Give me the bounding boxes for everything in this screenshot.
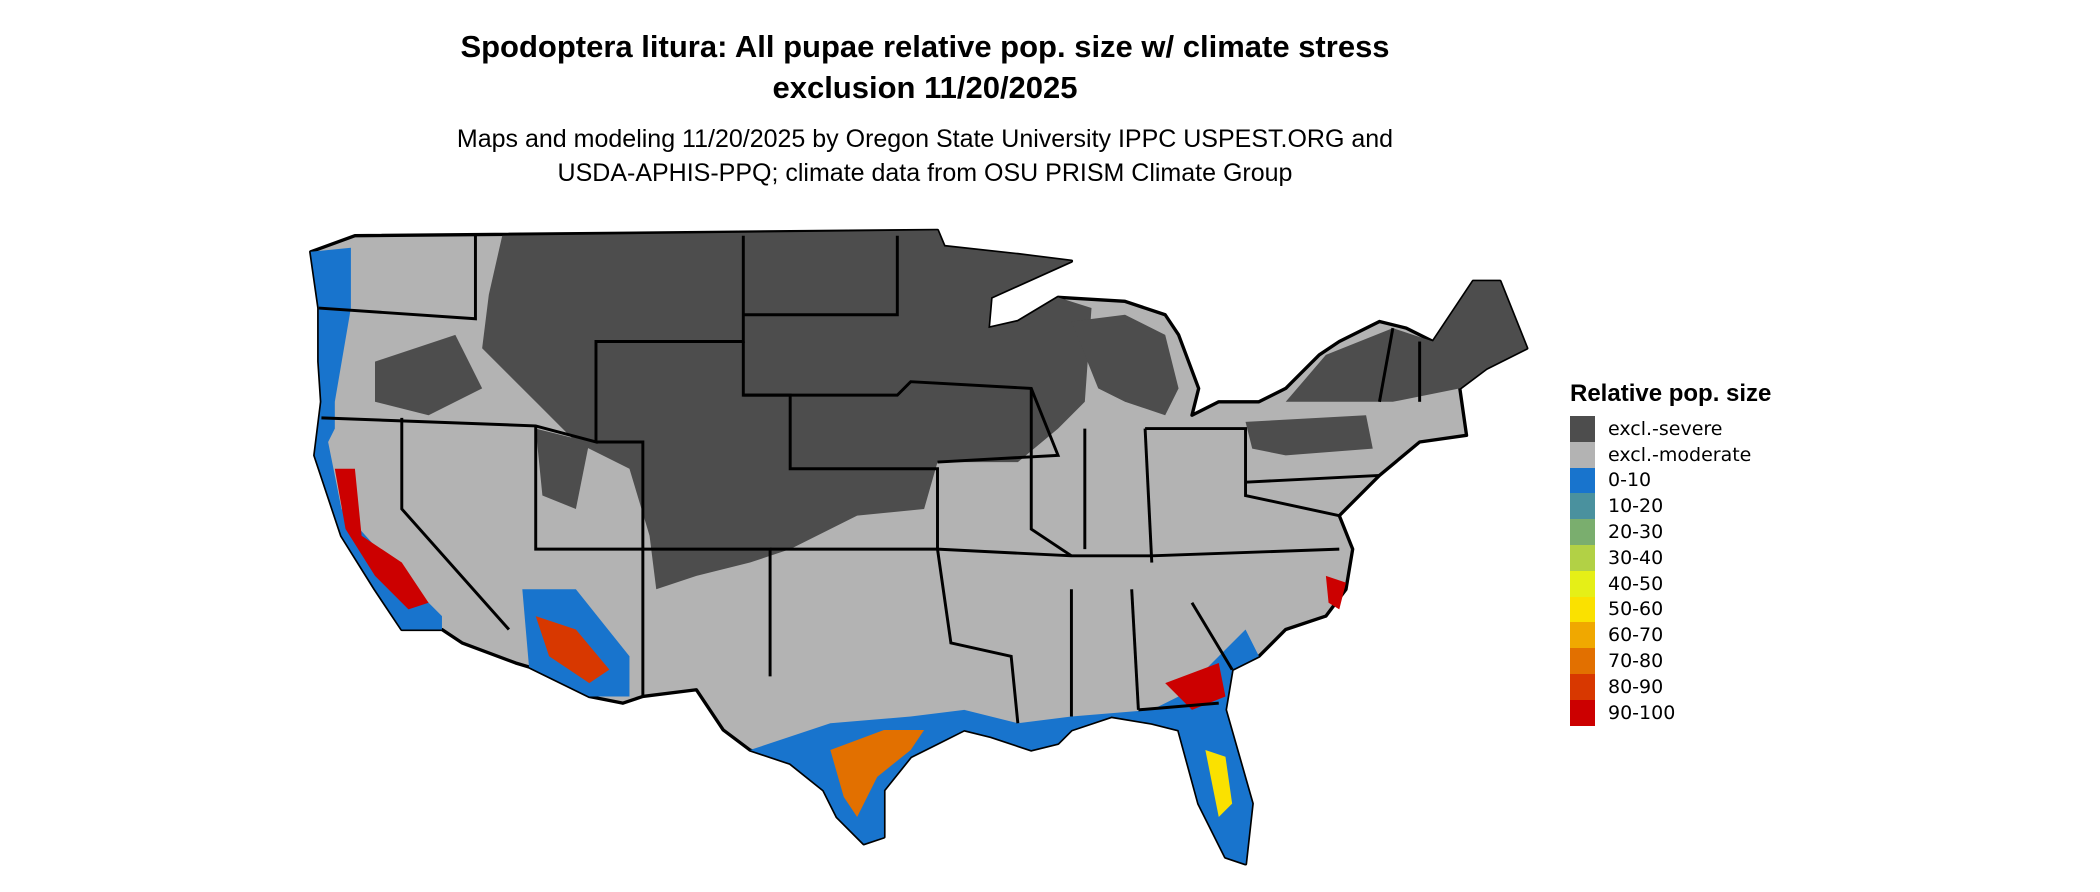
legend-label: 0-10: [1608, 469, 1652, 492]
state-boundaries: [318, 235, 1422, 724]
legend-swatch: [1570, 544, 1595, 571]
legend-swatch: [1570, 441, 1595, 468]
legend-item: 80-90: [1570, 673, 1771, 700]
legend-label: 10-20: [1608, 495, 1664, 518]
subtitle-line-1: Maps and modeling 11/20/2025 by Oregon S…: [456, 125, 1394, 153]
title-line-1: Spodoptera litura: All pupae relative po…: [460, 29, 1390, 64]
legend-item: 60-70: [1570, 622, 1771, 649]
subtitle-line-2: USDA-APHIS-PPQ; climate data from OSU PR…: [557, 159, 1293, 187]
legend-item: 10-20: [1570, 493, 1771, 520]
legend-item: 40-50: [1570, 570, 1771, 597]
legend-swatch: [1570, 699, 1595, 726]
legend-items: excl.-severe excl.-moderate 0-10 10-20 20-30…: [1570, 416, 1771, 726]
legend-swatch: [1570, 467, 1595, 494]
legend-swatch: [1570, 416, 1595, 442]
legend-label: 50-60: [1608, 598, 1664, 621]
legend-label: 20-30: [1608, 521, 1664, 544]
legend-item: 0-10: [1570, 467, 1771, 494]
legend-label: 30-40: [1608, 546, 1664, 569]
legend-item: 50-60: [1570, 596, 1771, 623]
legend-swatch: [1570, 648, 1595, 674]
legend-swatch: [1570, 596, 1595, 623]
legend-label: 40-50: [1608, 572, 1664, 595]
legend-label: excl.-moderate: [1608, 443, 1752, 466]
legend-label: 90-100: [1608, 701, 1676, 724]
legend-item: excl.-moderate: [1570, 441, 1771, 468]
legend-item: 30-40: [1570, 544, 1771, 571]
legend: Relative pop. size excl.-severe excl.-mod…: [1570, 380, 1771, 726]
legend-item: 90-100: [1570, 699, 1771, 726]
title-line-2: exclusion 11/20/2025: [772, 70, 1078, 105]
legend-label: 60-70: [1608, 624, 1664, 647]
legend-swatch: [1570, 519, 1595, 545]
legend-swatch: [1570, 570, 1595, 597]
map-title: Spodoptera litura: All pupae relative po…: [0, 26, 1850, 108]
legend-swatch: [1570, 622, 1595, 649]
legend-label: excl.-severe: [1608, 417, 1723, 440]
legend-swatch: [1570, 673, 1595, 700]
legend-title: Relative pop. size: [1570, 380, 1772, 407]
legend-label: 70-80: [1608, 650, 1664, 673]
legend-item: 70-80: [1570, 648, 1771, 674]
map-subtitle: Maps and modeling 11/20/2025 by Oregon S…: [0, 122, 1850, 190]
excl-severe-regions: [375, 230, 1527, 590]
suitable-regions: [310, 247, 1346, 864]
legend-item: 20-30: [1570, 519, 1771, 545]
legend-swatch: [1570, 493, 1595, 520]
legend-label: 80-90: [1608, 675, 1664, 698]
legend-item: excl.-severe: [1570, 416, 1771, 442]
